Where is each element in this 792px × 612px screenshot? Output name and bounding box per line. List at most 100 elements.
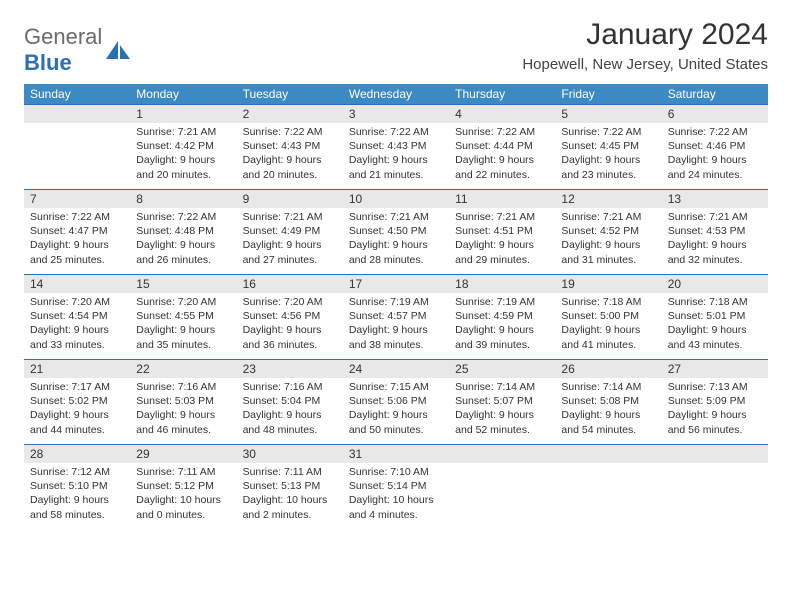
day-info-line: and 48 minutes. xyxy=(243,423,337,437)
day-info-line: and 4 minutes. xyxy=(349,508,443,522)
day-info-line: Daylight: 9 hours xyxy=(455,408,549,422)
day-info-line: Daylight: 9 hours xyxy=(136,238,230,252)
day-info-line: Daylight: 9 hours xyxy=(30,238,124,252)
day-info-line: Daylight: 10 hours xyxy=(349,493,443,507)
day-cell: Sunrise: 7:19 AMSunset: 4:57 PMDaylight:… xyxy=(343,293,449,359)
day-cell: Sunrise: 7:21 AMSunset: 4:50 PMDaylight:… xyxy=(343,208,449,274)
day-info-line: and 2 minutes. xyxy=(243,508,337,522)
day-info-line: Sunrise: 7:20 AM xyxy=(136,295,230,309)
day-cell: Sunrise: 7:13 AMSunset: 5:09 PMDaylight:… xyxy=(662,378,768,444)
day-number xyxy=(555,445,661,463)
day-number xyxy=(24,105,130,123)
day-number: 9 xyxy=(237,190,343,208)
day-number: 24 xyxy=(343,360,449,378)
daynum-band: 14151617181920 xyxy=(24,274,768,293)
day-info-line: Daylight: 9 hours xyxy=(349,238,443,252)
day-info-line: Daylight: 9 hours xyxy=(668,323,762,337)
day-info-line: Daylight: 9 hours xyxy=(668,408,762,422)
dow-friday: Friday xyxy=(555,84,661,104)
day-number: 5 xyxy=(555,105,661,123)
day-cell: Sunrise: 7:11 AMSunset: 5:12 PMDaylight:… xyxy=(130,463,236,529)
day-info-line: Sunset: 4:55 PM xyxy=(136,309,230,323)
day-number: 11 xyxy=(449,190,555,208)
day-number: 21 xyxy=(24,360,130,378)
day-info-line: Daylight: 9 hours xyxy=(561,323,655,337)
day-info-line: Sunset: 4:53 PM xyxy=(668,224,762,238)
day-info-line: and 35 minutes. xyxy=(136,338,230,352)
day-info-line: and 28 minutes. xyxy=(349,253,443,267)
day-number: 8 xyxy=(130,190,236,208)
day-info-line: Sunrise: 7:11 AM xyxy=(243,465,337,479)
calendar-page: General Blue January 2024 Hopewell, New … xyxy=(0,0,792,529)
day-info-line: Sunrise: 7:20 AM xyxy=(243,295,337,309)
day-number: 30 xyxy=(237,445,343,463)
logo: General Blue xyxy=(24,18,132,76)
day-info-line: and 25 minutes. xyxy=(30,253,124,267)
day-info-line: and 41 minutes. xyxy=(561,338,655,352)
day-info-line: Daylight: 9 hours xyxy=(455,323,549,337)
day-info-line: Sunrise: 7:14 AM xyxy=(561,380,655,394)
day-cell: Sunrise: 7:18 AMSunset: 5:00 PMDaylight:… xyxy=(555,293,661,359)
day-cell: Sunrise: 7:11 AMSunset: 5:13 PMDaylight:… xyxy=(237,463,343,529)
day-info-line: Sunset: 5:12 PM xyxy=(136,479,230,493)
day-cell: Sunrise: 7:22 AMSunset: 4:48 PMDaylight:… xyxy=(130,208,236,274)
day-info-line: and 44 minutes. xyxy=(30,423,124,437)
day-info-line: and 54 minutes. xyxy=(561,423,655,437)
day-info-line: and 43 minutes. xyxy=(668,338,762,352)
day-info-line: and 39 minutes. xyxy=(455,338,549,352)
day-info-line: Daylight: 9 hours xyxy=(243,153,337,167)
day-cell: Sunrise: 7:22 AMSunset: 4:44 PMDaylight:… xyxy=(449,123,555,189)
dow-saturday: Saturday xyxy=(662,84,768,104)
day-info-line: Sunset: 4:59 PM xyxy=(455,309,549,323)
day-info-line: Daylight: 9 hours xyxy=(349,153,443,167)
day-info-line: and 21 minutes. xyxy=(349,168,443,182)
day-info-line: Sunrise: 7:21 AM xyxy=(243,210,337,224)
day-info-line: Daylight: 9 hours xyxy=(668,238,762,252)
day-number: 2 xyxy=(237,105,343,123)
day-cell: Sunrise: 7:21 AMSunset: 4:52 PMDaylight:… xyxy=(555,208,661,274)
day-info-line: Sunset: 4:44 PM xyxy=(455,139,549,153)
day-cell: Sunrise: 7:20 AMSunset: 4:55 PMDaylight:… xyxy=(130,293,236,359)
day-cell: Sunrise: 7:12 AMSunset: 5:10 PMDaylight:… xyxy=(24,463,130,529)
dow-monday: Monday xyxy=(130,84,236,104)
day-info-line: Daylight: 9 hours xyxy=(136,408,230,422)
day-number xyxy=(662,445,768,463)
day-cell: Sunrise: 7:21 AMSunset: 4:49 PMDaylight:… xyxy=(237,208,343,274)
daynum-band: 123456 xyxy=(24,104,768,123)
day-info-line: Sunrise: 7:21 AM xyxy=(561,210,655,224)
day-cell: Sunrise: 7:22 AMSunset: 4:46 PMDaylight:… xyxy=(662,123,768,189)
day-number: 31 xyxy=(343,445,449,463)
day-info-line: and 52 minutes. xyxy=(455,423,549,437)
day-number: 26 xyxy=(555,360,661,378)
day-info-line: Daylight: 9 hours xyxy=(349,408,443,422)
day-cell: Sunrise: 7:22 AMSunset: 4:43 PMDaylight:… xyxy=(343,123,449,189)
day-info-line: Sunrise: 7:22 AM xyxy=(243,125,337,139)
day-info-line: Daylight: 9 hours xyxy=(561,153,655,167)
day-info-line: Sunset: 4:48 PM xyxy=(136,224,230,238)
logo-sail-icon xyxy=(104,39,132,61)
day-info-line: Sunrise: 7:22 AM xyxy=(349,125,443,139)
day-info-line: Daylight: 9 hours xyxy=(243,238,337,252)
day-info-line: Daylight: 9 hours xyxy=(30,323,124,337)
day-number: 6 xyxy=(662,105,768,123)
day-info-line: Daylight: 9 hours xyxy=(455,153,549,167)
day-number: 13 xyxy=(662,190,768,208)
day-info-line: Daylight: 9 hours xyxy=(349,323,443,337)
day-info-line: and 38 minutes. xyxy=(349,338,443,352)
day-info-line: Daylight: 9 hours xyxy=(136,153,230,167)
day-info-line: Sunrise: 7:11 AM xyxy=(136,465,230,479)
day-number xyxy=(449,445,555,463)
week-body: Sunrise: 7:21 AMSunset: 4:42 PMDaylight:… xyxy=(24,123,768,189)
day-info-line: Sunset: 4:49 PM xyxy=(243,224,337,238)
day-info-line: Sunset: 4:43 PM xyxy=(349,139,443,153)
day-info-line: Daylight: 9 hours xyxy=(243,323,337,337)
day-cell: Sunrise: 7:21 AMSunset: 4:42 PMDaylight:… xyxy=(130,123,236,189)
day-info-line: and 50 minutes. xyxy=(349,423,443,437)
day-info-line: and 31 minutes. xyxy=(561,253,655,267)
day-cell xyxy=(555,463,661,529)
day-info-line: Daylight: 10 hours xyxy=(136,493,230,507)
day-cell xyxy=(449,463,555,529)
week-body: Sunrise: 7:17 AMSunset: 5:02 PMDaylight:… xyxy=(24,378,768,444)
day-info-line: and 22 minutes. xyxy=(455,168,549,182)
dow-thursday: Thursday xyxy=(449,84,555,104)
